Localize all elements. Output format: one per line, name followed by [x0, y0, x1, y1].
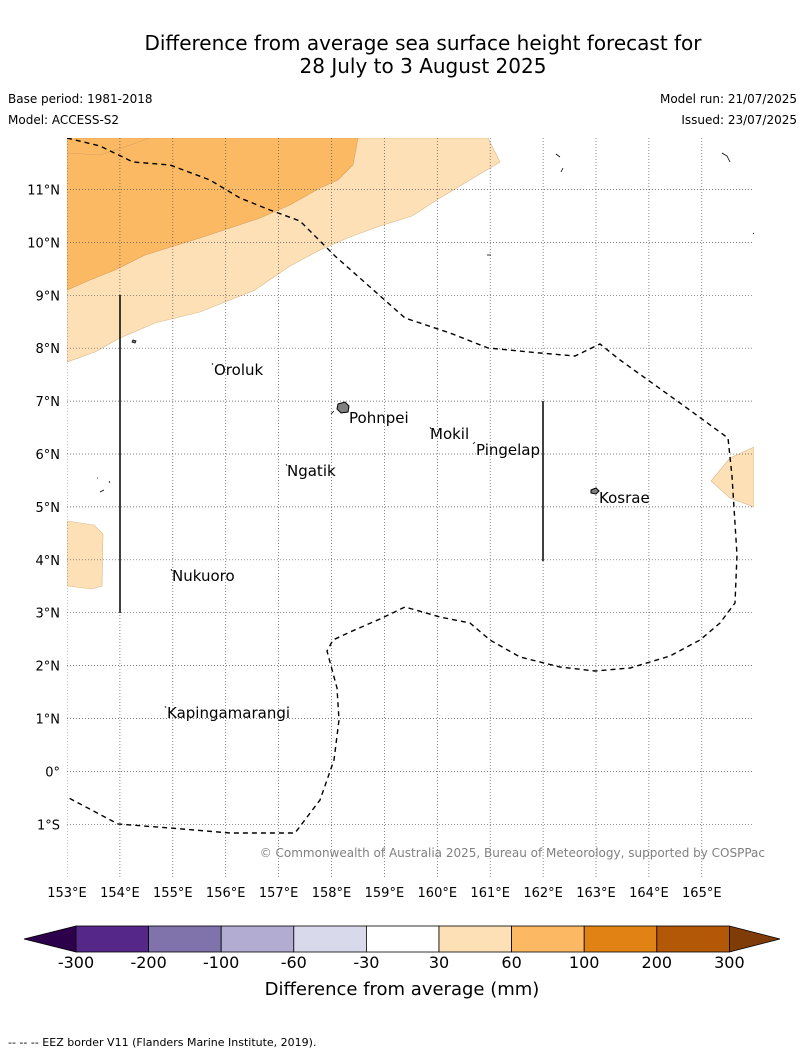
latitude-label: 11°N — [27, 184, 60, 199]
title-line-2: 28 July to 3 August 2025 — [299, 54, 547, 78]
islands — [97, 152, 754, 709]
longitude-label: 155°E — [153, 886, 193, 901]
place-kosrae: Kosrae — [599, 489, 650, 507]
place-ngatik: Ngatik — [287, 462, 336, 480]
island-pohnpei-reef — [330, 410, 335, 415]
longitude-label: 160°E — [418, 886, 458, 901]
latitude-label: 0° — [45, 765, 60, 780]
place-pohnpei: Pohnpei — [349, 409, 409, 427]
longitude-label: 165°E — [682, 886, 722, 901]
longitude-label: 161°E — [470, 886, 510, 901]
eez-borders — [67, 138, 738, 834]
colorbar-segment — [365, 925, 440, 953]
longitude-label: 154°E — [100, 886, 140, 901]
colorbar-tick-label: 200 — [642, 953, 673, 972]
latitude-label: 1°N — [36, 713, 61, 728]
latitude-label: 3°N — [36, 607, 61, 622]
place-oroluk: Oroluk — [214, 361, 263, 379]
issued-date: Issued: 23/07/2025 — [681, 113, 797, 127]
base-period: Base period: 1981-2018 — [8, 92, 153, 106]
place-kapingamarangi: Kapingamarangi — [167, 704, 290, 722]
eez-footnote: -- -- -- EEZ border V11 (Flanders Marine… — [8, 1036, 317, 1049]
longitude-label: 164°E — [629, 886, 669, 901]
colorbar-tick-label: -60 — [281, 953, 307, 972]
chart-title: Difference from average sea surface heig… — [0, 32, 804, 78]
copyright-note: © Commonwealth of Australia 2025, Bureau… — [260, 846, 765, 860]
latitude-label: 5°N — [36, 501, 61, 516]
latitude-label: 9°N — [36, 289, 61, 304]
colorbar-extend-low — [23, 925, 77, 953]
place-nukuoro: Nukuoro — [172, 567, 235, 585]
island-small-1 — [131, 339, 137, 344]
colorbar-segment — [148, 925, 222, 953]
latitude-label: 10°N — [27, 236, 60, 251]
island-marks-atolls — [164, 362, 476, 709]
island-kosrae — [590, 487, 600, 495]
map-grid — [67, 138, 754, 878]
island-pohnpei — [336, 401, 350, 414]
colorbar-tick-label: 300 — [714, 953, 745, 972]
longitude-label: 157°E — [259, 886, 299, 901]
colorbar: -300 -200 -100 -60 -30 30 60 100 200 300 — [23, 925, 781, 972]
colorbar-tick-label: 30 — [429, 953, 449, 972]
map-area: Oroluk Pohnpei Mokil Pingelap Ngatik Kos… — [67, 138, 754, 878]
colorbar-segment — [656, 925, 730, 953]
latitude-label: 1°S — [37, 818, 60, 833]
colorbar-segment — [293, 925, 367, 953]
place-pingelap: Pingelap — [476, 441, 540, 459]
colorbar-tick-label: -200 — [130, 953, 166, 972]
longitude-label: 153°E — [47, 886, 87, 901]
latitude-label: 4°N — [36, 554, 61, 569]
island-marks-north — [487, 152, 754, 256]
colorbar-title: Difference from average (mm) — [265, 979, 540, 1000]
island-marks-west — [97, 477, 111, 493]
latitude-label: 2°N — [36, 660, 61, 675]
longitude-label: 162°E — [523, 886, 563, 901]
colorbar-tick-label: -30 — [353, 953, 379, 972]
colorbar-segment — [511, 925, 585, 953]
longitude-label: 163°E — [576, 886, 616, 901]
colorbar-tick-label: -100 — [203, 953, 239, 972]
longitude-labels: 153°E 154°E 155°E 156°E 157°E 158°E 159°E 160°E… — [47, 886, 721, 901]
model-run: Model run: 21/07/2025 — [659, 92, 797, 106]
colorbar-segment — [583, 925, 658, 953]
longitude-label: 156°E — [206, 886, 246, 901]
eez-border-north — [67, 138, 738, 834]
colorbar-tick-label: 100 — [569, 953, 600, 972]
anomaly-fill-60-100 — [67, 138, 359, 291]
model-name: Model: ACCESS-S2 — [8, 113, 120, 127]
colorbar-segment — [220, 925, 295, 953]
latitude-label: 7°N — [36, 395, 61, 410]
latitude-label: 6°N — [36, 448, 61, 463]
colorbar-tick-label: -300 — [58, 953, 94, 972]
latitude-labels: 11°N 10°N 9°N 8°N 7°N 6°N 5°N 4°N 3°N 2°N 1°N 0° 1°S — [27, 184, 60, 834]
longitude-label: 158°E — [312, 886, 352, 901]
colorbar-tick-label: 60 — [501, 953, 521, 972]
longitude-label: 159°E — [365, 886, 405, 901]
colorbar-segment — [75, 925, 149, 953]
colorbar-segment — [438, 925, 512, 953]
colorbar-extend-high — [729, 925, 781, 953]
place-mokil: Mokil — [430, 425, 469, 443]
anomaly-fill-west — [67, 520, 104, 590]
title-line-1: Difference from average sea surface heig… — [144, 31, 702, 55]
latitude-label: 8°N — [36, 342, 61, 357]
anomaly-fill-100-200 — [67, 138, 151, 156]
